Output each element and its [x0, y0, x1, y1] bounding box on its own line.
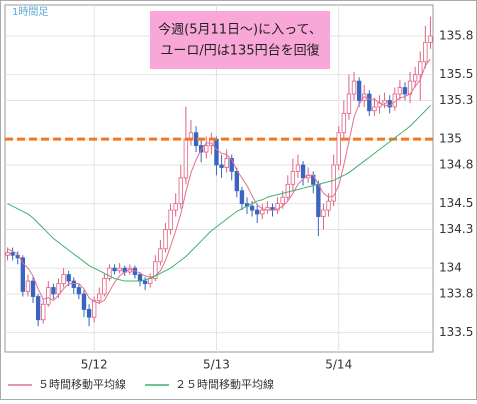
candle-body [239, 190, 245, 205]
x-tick-label: 5/14 [325, 358, 352, 372]
y-tick-label: 133.5 [439, 325, 473, 339]
candle-body [71, 280, 76, 288]
candle-body [341, 112, 347, 134]
candle-body [331, 164, 336, 202]
candle-body [219, 164, 224, 168]
candle-body [81, 293, 87, 310]
x-tick-label: 5/12 [81, 358, 108, 372]
candle-body [280, 196, 285, 205]
candle-body [51, 287, 56, 295]
candle-body [336, 132, 341, 166]
ma-line [7, 58, 431, 304]
candle-body [428, 35, 433, 43]
annotation-line: ユーロ/円は135円台を回復 [160, 43, 319, 59]
candle-body [35, 296, 41, 321]
candle-body [229, 158, 234, 172]
candle-body [173, 203, 178, 211]
candle-body [290, 171, 296, 185]
candle-body [97, 293, 102, 301]
x-tick-label: 5/13 [203, 358, 230, 372]
candle-body [224, 158, 229, 168]
candle-body [158, 248, 163, 263]
timeframe-label: 1時間足 [12, 6, 48, 18]
candle-body [367, 93, 372, 112]
candle-body [321, 209, 326, 217]
y-tick-label: 135.3 [439, 93, 473, 107]
candle-body [260, 209, 265, 215]
candle-body [234, 171, 240, 192]
candle-body [20, 257, 26, 292]
candle-body [163, 229, 168, 250]
candle-body [112, 267, 117, 272]
candle-body [86, 309, 92, 318]
candle-body [204, 145, 209, 153]
candle-body [5, 252, 10, 256]
legend: ５時間移動平均線 ２５時間移動平均線 [8, 377, 274, 391]
legend-label: ５時間移動平均線 [38, 377, 126, 391]
y-tick-label: 134.5 [439, 196, 473, 210]
y-tick-label: 135.5 [439, 67, 473, 81]
y-tick-label: 134 [439, 261, 462, 275]
candle-body [183, 138, 189, 179]
candle-body [295, 164, 301, 172]
annotation-line: 今週(5月11日〜)に入って、 [158, 22, 322, 38]
candle-body [46, 287, 51, 305]
y-tick-label: 135.8 [439, 28, 473, 42]
candle-body [326, 200, 331, 211]
candle-body [117, 267, 122, 272]
candle-body [346, 93, 352, 114]
legend-label: ２５時間移動平均線 [175, 377, 274, 391]
y-tick-label: 134.3 [439, 222, 473, 236]
candle-body [300, 164, 306, 179]
candle-body [153, 261, 158, 279]
candle-body [412, 74, 418, 82]
candle-body [76, 287, 82, 295]
candle-body [402, 87, 408, 95]
candle-body [372, 106, 377, 112]
candle-body [137, 274, 143, 282]
candle-body [214, 138, 219, 166]
annotation-box [150, 11, 330, 69]
candle-body [91, 300, 97, 318]
marks [5, 16, 433, 327]
candle-body [285, 183, 290, 198]
candle-body [178, 177, 183, 205]
candle-body [107, 267, 112, 279]
candle-body [41, 303, 46, 321]
candle-body [382, 100, 387, 104]
ma-line [7, 105, 431, 282]
y-tick-label: 135 [439, 132, 462, 146]
candle-body [316, 183, 321, 217]
candle-body [275, 203, 280, 211]
candle-body [61, 274, 66, 285]
y-tick-label: 133.8 [439, 286, 473, 300]
candle-body [30, 280, 36, 297]
candle-body [25, 280, 31, 292]
candle-body [66, 274, 71, 282]
candle-body [56, 283, 61, 295]
candle-body [142, 280, 148, 285]
candle-body [255, 209, 260, 215]
candle-body [418, 61, 423, 76]
candle-body [397, 87, 403, 95]
candle-body [423, 42, 428, 63]
y-tick-label: 134.8 [439, 157, 473, 171]
candle-body [10, 252, 15, 256]
candle-body [351, 80, 357, 95]
candle-body [102, 278, 107, 295]
candle-body [168, 209, 173, 230]
candle-body [249, 205, 255, 211]
candle-body [356, 80, 362, 101]
